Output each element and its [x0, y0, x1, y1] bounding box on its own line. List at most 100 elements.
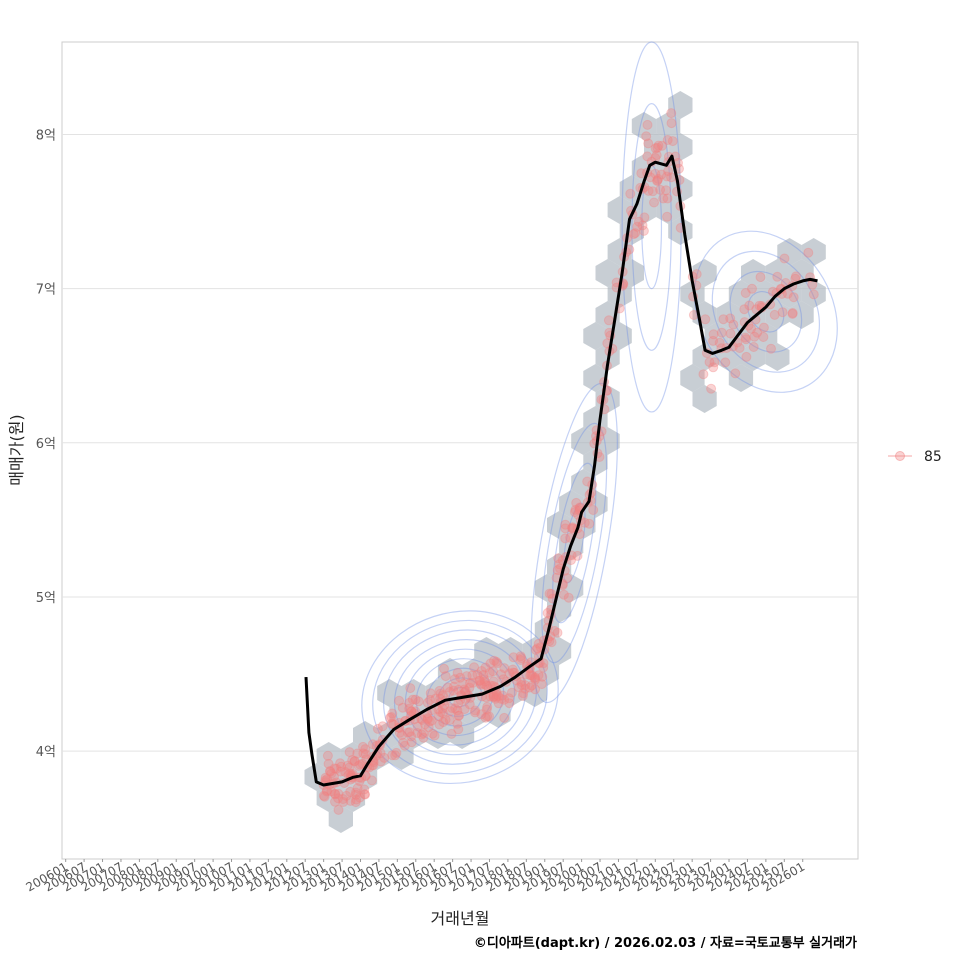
- trade-point: [632, 221, 643, 232]
- trade-point: [516, 680, 527, 690]
- hex-bin: [316, 742, 341, 770]
- trade-point: [426, 715, 437, 726]
- y-tick-label: 7억: [36, 283, 56, 298]
- trade-point: [791, 271, 801, 282]
- trade-point: [560, 519, 571, 530]
- trade-point: [496, 693, 507, 704]
- trade-point: [560, 523, 571, 534]
- trade-point: [538, 658, 549, 669]
- hex-bin: [728, 280, 754, 308]
- trade-point: [741, 351, 752, 362]
- trade-point: [445, 706, 456, 717]
- trade-point: [447, 703, 458, 714]
- hex-bin: [571, 427, 596, 455]
- trade-point: [404, 703, 415, 714]
- trade-point: [479, 676, 490, 687]
- trade-point: [758, 332, 769, 342]
- trade-point: [584, 518, 595, 529]
- trade-point: [439, 663, 449, 674]
- trade-point: [435, 688, 446, 699]
- trade-point: [491, 689, 502, 700]
- trade-point: [754, 300, 765, 311]
- trade-point: [342, 760, 353, 771]
- trade-point: [704, 357, 715, 368]
- hex-bin: [692, 385, 717, 413]
- density-contour: [729, 270, 803, 353]
- trade-point: [469, 662, 480, 673]
- hex-bin: [607, 196, 632, 224]
- trade-point: [449, 674, 460, 685]
- density-contour: [372, 619, 548, 775]
- trade-point: [755, 272, 766, 283]
- trade-point: [709, 357, 720, 368]
- trade-point: [772, 271, 783, 282]
- trade-point: [642, 151, 653, 162]
- trade-point: [642, 119, 653, 130]
- trade-point: [358, 741, 368, 752]
- legend-key-point: [895, 451, 905, 461]
- hex-bin: [534, 574, 560, 602]
- trade-point: [410, 694, 421, 705]
- trade-point: [481, 680, 492, 691]
- trade-point: [427, 728, 438, 739]
- trade-point: [777, 307, 788, 318]
- trade-point: [725, 313, 736, 324]
- hex-bin: [741, 343, 766, 371]
- trade-point: [558, 589, 569, 600]
- trade-point: [549, 626, 560, 636]
- trade-point: [482, 711, 493, 722]
- hex-bin: [328, 805, 353, 833]
- hex-bin: [559, 574, 584, 602]
- trade-point: [412, 721, 423, 732]
- trade-point: [499, 663, 510, 674]
- trade-point: [402, 727, 413, 738]
- trade-point: [480, 712, 491, 723]
- hex-bin: [450, 679, 475, 707]
- trade-point: [387, 750, 398, 761]
- trade-point: [691, 269, 702, 280]
- trade-point: [360, 749, 371, 760]
- trade-point: [366, 775, 377, 786]
- trade-point: [650, 143, 661, 154]
- trade-point: [404, 727, 415, 738]
- trade-point: [749, 331, 760, 342]
- trade-point: [493, 698, 504, 709]
- trade-point: [546, 637, 557, 648]
- hex-bin: [377, 679, 402, 707]
- trade-point: [438, 717, 449, 728]
- trade-point: [353, 760, 364, 771]
- trade-point: [716, 327, 727, 338]
- trade-point: [484, 667, 495, 678]
- trade-point: [399, 740, 410, 751]
- trade-point: [386, 712, 397, 722]
- trade-point: [544, 588, 555, 599]
- x-axis-title: 거래년월: [431, 909, 490, 928]
- trade-point: [479, 674, 490, 685]
- density-contour: [383, 629, 537, 765]
- trade-point: [430, 693, 441, 704]
- trade-point: [630, 228, 641, 239]
- trade-point: [661, 185, 671, 196]
- density-contour: [530, 382, 618, 704]
- trade-point: [662, 211, 673, 222]
- trade-point: [481, 704, 492, 715]
- hex-bin: [765, 343, 790, 371]
- trade-point: [322, 750, 333, 761]
- trade-point: [452, 705, 463, 716]
- trade-point: [478, 670, 489, 680]
- hex-bin: [365, 742, 390, 770]
- hex-bin: [401, 679, 426, 707]
- trade-point: [490, 693, 501, 704]
- hex-bin: [765, 301, 790, 329]
- trade-point: [333, 804, 344, 815]
- trade-point: [448, 685, 459, 696]
- hex-bin: [486, 658, 511, 686]
- trade-point: [746, 323, 757, 334]
- trade-point: [782, 288, 793, 299]
- hex-bin: [450, 721, 475, 749]
- trade-point: [329, 771, 339, 782]
- trade-point: [526, 680, 537, 691]
- trade-point: [480, 662, 491, 673]
- trade-point: [467, 677, 478, 688]
- hex-bin: [680, 280, 705, 308]
